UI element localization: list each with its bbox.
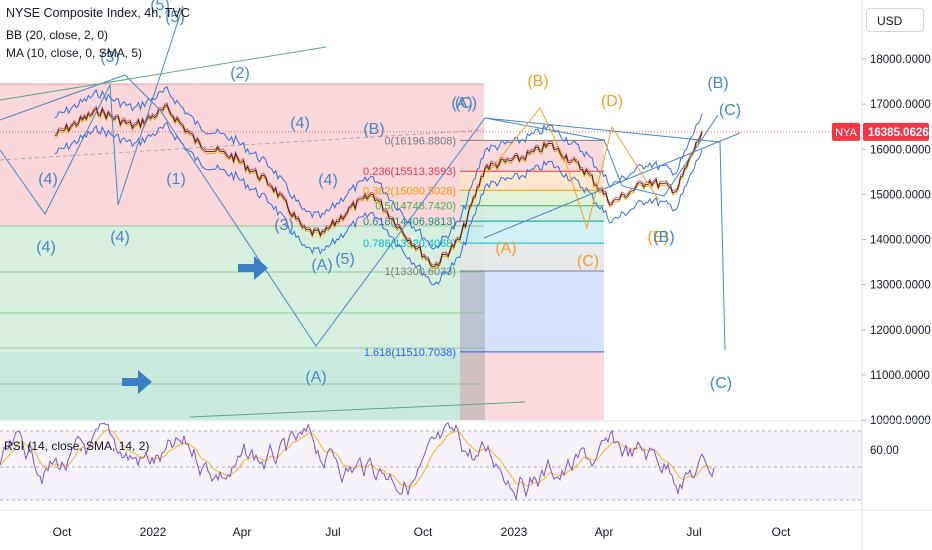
- rsi-line: [0, 422, 715, 501]
- fib-level-label: 1.618(11510.7038): [364, 347, 456, 359]
- lower-zone: [0, 352, 484, 420]
- wave-label: (C): [577, 253, 599, 270]
- fib-gray-column: [460, 271, 485, 420]
- fib-band-1: [460, 171, 604, 191]
- time-axis-label: Oct: [414, 525, 433, 539]
- time-axis-label: Apr: [233, 525, 252, 539]
- symbol-tag: [832, 122, 860, 141]
- wave-label: (4): [36, 239, 56, 256]
- chart-title: NYSE Composite Index, 4h, TVC: [6, 6, 190, 20]
- bollinger-upper: [54, 85, 703, 250]
- wave-label: (A): [451, 95, 472, 112]
- price-axis-label: 14000.0000: [870, 235, 931, 247]
- rsi-legend[interactable]: RSI (14, close, SMA, 14, 2): [4, 439, 150, 453]
- price-axis-label: 12000.0000: [870, 325, 931, 337]
- bollinger-legend[interactable]: BB (20, close, 2, 0): [6, 28, 109, 42]
- wave-label: (1): [166, 171, 186, 188]
- wave-label: (A): [311, 257, 332, 274]
- trendline-upper: [0, 46, 327, 101]
- wave-line-channel: [484, 114, 719, 197]
- rsi-band: [0, 431, 862, 500]
- fib-band-4: [460, 221, 604, 244]
- fib-level-label: 0.236(15513.3593): [363, 166, 456, 178]
- fib-band-5: [460, 243, 604, 272]
- wave-label: (4): [318, 172, 338, 189]
- wave-label: (4): [110, 229, 130, 246]
- price-axis-label: 15000.0000: [870, 189, 931, 201]
- wave-line-blue: [0, 5, 184, 215]
- wave-label: (2): [230, 65, 250, 82]
- wave-label: (B): [363, 121, 384, 138]
- fib-level-label: 0.786(13920.4068): [363, 238, 456, 250]
- wave-label: (C): [719, 102, 741, 119]
- trendline-dashed: [0, 129, 485, 161]
- time-axis-label: Oct: [772, 525, 791, 539]
- bollinger-basis: [54, 101, 703, 266]
- last-price-tag: [863, 122, 929, 141]
- wave-label: (3): [100, 49, 120, 66]
- trendline-lower: [189, 401, 526, 418]
- wave-label: (B): [527, 73, 548, 90]
- time-axis-label: Oct: [53, 525, 72, 539]
- wave-label: (D): [601, 93, 623, 110]
- price-axis-label: 18000.0000: [870, 54, 931, 66]
- time-axis-label: 2023: [501, 525, 528, 539]
- price-series-line: [54, 103, 703, 268]
- currency-button[interactable]: USD: [866, 8, 924, 32]
- wave-label: (C): [710, 375, 732, 392]
- trendline-rising: [483, 132, 741, 239]
- bollinger-lower: [54, 121, 703, 286]
- fib-band-0: [460, 140, 604, 172]
- wave-label: (4): [290, 115, 310, 132]
- wave-label: (B): [653, 229, 674, 246]
- fib-band-3: [460, 205, 604, 222]
- wave-line-orange: [487, 107, 661, 230]
- fib-band-7: [460, 351, 604, 420]
- time-axis-label: Apr: [595, 525, 614, 539]
- wave-line-abc: [0, 74, 726, 351]
- rsi-axis-label: 60.00: [870, 445, 899, 457]
- wave-label: (A): [495, 240, 516, 257]
- arrow-icon: [238, 256, 268, 280]
- fib-level-label: 0(16196.8808): [384, 135, 456, 147]
- price-axis-label: 17000.0000: [870, 99, 931, 111]
- wave-label: (C): [455, 95, 477, 112]
- last-price-label: 16385.0626: [868, 127, 929, 139]
- time-axis-label: Jul: [686, 525, 701, 539]
- fib-band-6: [460, 271, 604, 352]
- fib-band-2: [460, 190, 604, 206]
- wave-label: (B): [707, 75, 728, 92]
- price-axis-label: 16000.0000: [870, 144, 931, 156]
- wave-label: (4): [38, 171, 58, 188]
- fib-level-label: 0.5(14748.7420): [375, 201, 456, 213]
- wave-label: (5): [335, 251, 355, 268]
- time-axis-label: Jul: [325, 525, 340, 539]
- price-axis-label: 13000.0000: [870, 280, 931, 292]
- arrow-icon: [122, 370, 152, 394]
- moving-average-legend[interactable]: MA (10, close, 0, SMA, 5): [6, 46, 143, 60]
- wave-label: (E): [647, 229, 668, 246]
- wave-label: (5): [150, 0, 170, 14]
- symbol-label: NYA: [835, 127, 857, 139]
- moving-average-line: [54, 105, 703, 270]
- wave-label: (3): [274, 217, 294, 234]
- wave-label: (A): [305, 369, 326, 386]
- fib-level-label: 0.382(15090.5028): [363, 185, 456, 197]
- time-axis-label: 2022: [140, 525, 167, 539]
- price-axis-label: 11000.0000: [870, 370, 930, 382]
- wave-label: (5): [165, 9, 185, 26]
